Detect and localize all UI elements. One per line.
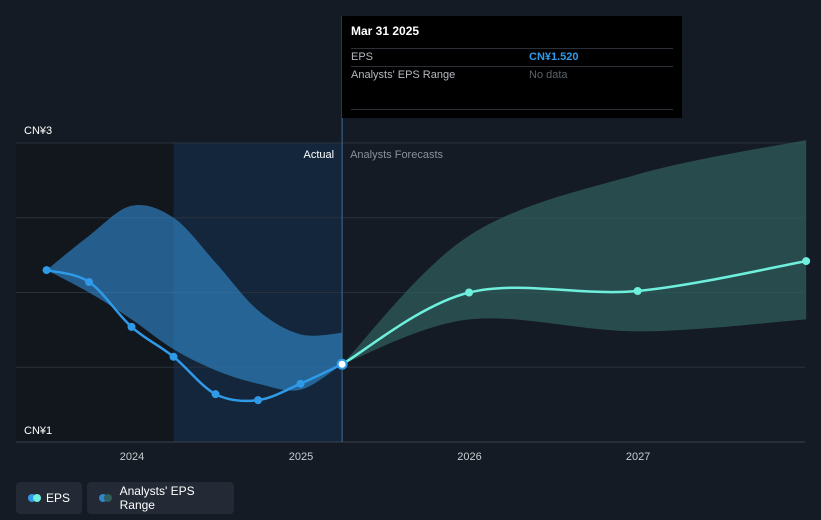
tooltip-row-eps: EPS CN¥1.520: [351, 48, 673, 66]
eps-range-band-forecast: [342, 140, 807, 365]
eps-point-actual: [85, 278, 94, 287]
tooltip-range-label: Analysts' EPS Range: [351, 69, 456, 81]
axis-labels: CN¥3 CN¥1 2024 2025 2026 2027 Actual Analysts F…: [24, 125, 650, 463]
tooltip-eps-label: EPS: [351, 51, 374, 63]
tooltip-eps-value: CN¥1.520: [529, 51, 579, 63]
tooltip-range-value: No data: [529, 69, 568, 81]
eps-point-actual: [336, 358, 348, 370]
eps-point-forecast: [802, 257, 811, 266]
eps-point-actual: [211, 390, 220, 399]
hover-tooltip: Mar 31 2025 EPS CN¥1.520 Analysts' EPS R…: [342, 16, 682, 118]
x-tick-label: 2026: [457, 451, 481, 463]
y-tick-label: CN¥3: [24, 125, 52, 137]
eps-point-actual: [254, 396, 263, 405]
eps-point-actual: [42, 266, 51, 275]
range-legend-icon: [99, 494, 112, 502]
eps-point-forecast: [633, 287, 642, 296]
legend-eps-range[interactable]: Analysts' EPS Range: [87, 482, 234, 514]
forecast-region-label: Analysts Forecasts: [350, 149, 443, 161]
eps-legend-icon: [28, 494, 41, 502]
tooltip-divider: [351, 109, 673, 110]
x-tick-label: 2025: [289, 451, 313, 463]
eps-line-forecast: [341, 259, 807, 366]
x-tick-label: 2024: [120, 451, 144, 463]
eps-point-actual: [169, 352, 178, 361]
range-bands: [46, 140, 807, 391]
eps-point-forecast: [465, 288, 474, 297]
tooltip-row-range: Analysts' EPS Range No data: [351, 66, 673, 84]
tooltip-date: Mar 31 2025: [351, 24, 420, 38]
x-tick-label: 2027: [626, 451, 650, 463]
actual-region-label: Actual: [304, 149, 335, 161]
eps-point-actual: [296, 379, 305, 388]
y-tick-label: CN¥1: [24, 425, 52, 437]
legend-range-label: Analysts' EPS Range: [119, 484, 195, 512]
legend-eps-label: EPS: [45, 491, 70, 505]
eps-range-band-actual: [46, 204, 343, 391]
legend-eps[interactable]: EPS: [16, 482, 82, 514]
eps-point-actual: [127, 322, 136, 331]
eps-points: [42, 257, 811, 405]
